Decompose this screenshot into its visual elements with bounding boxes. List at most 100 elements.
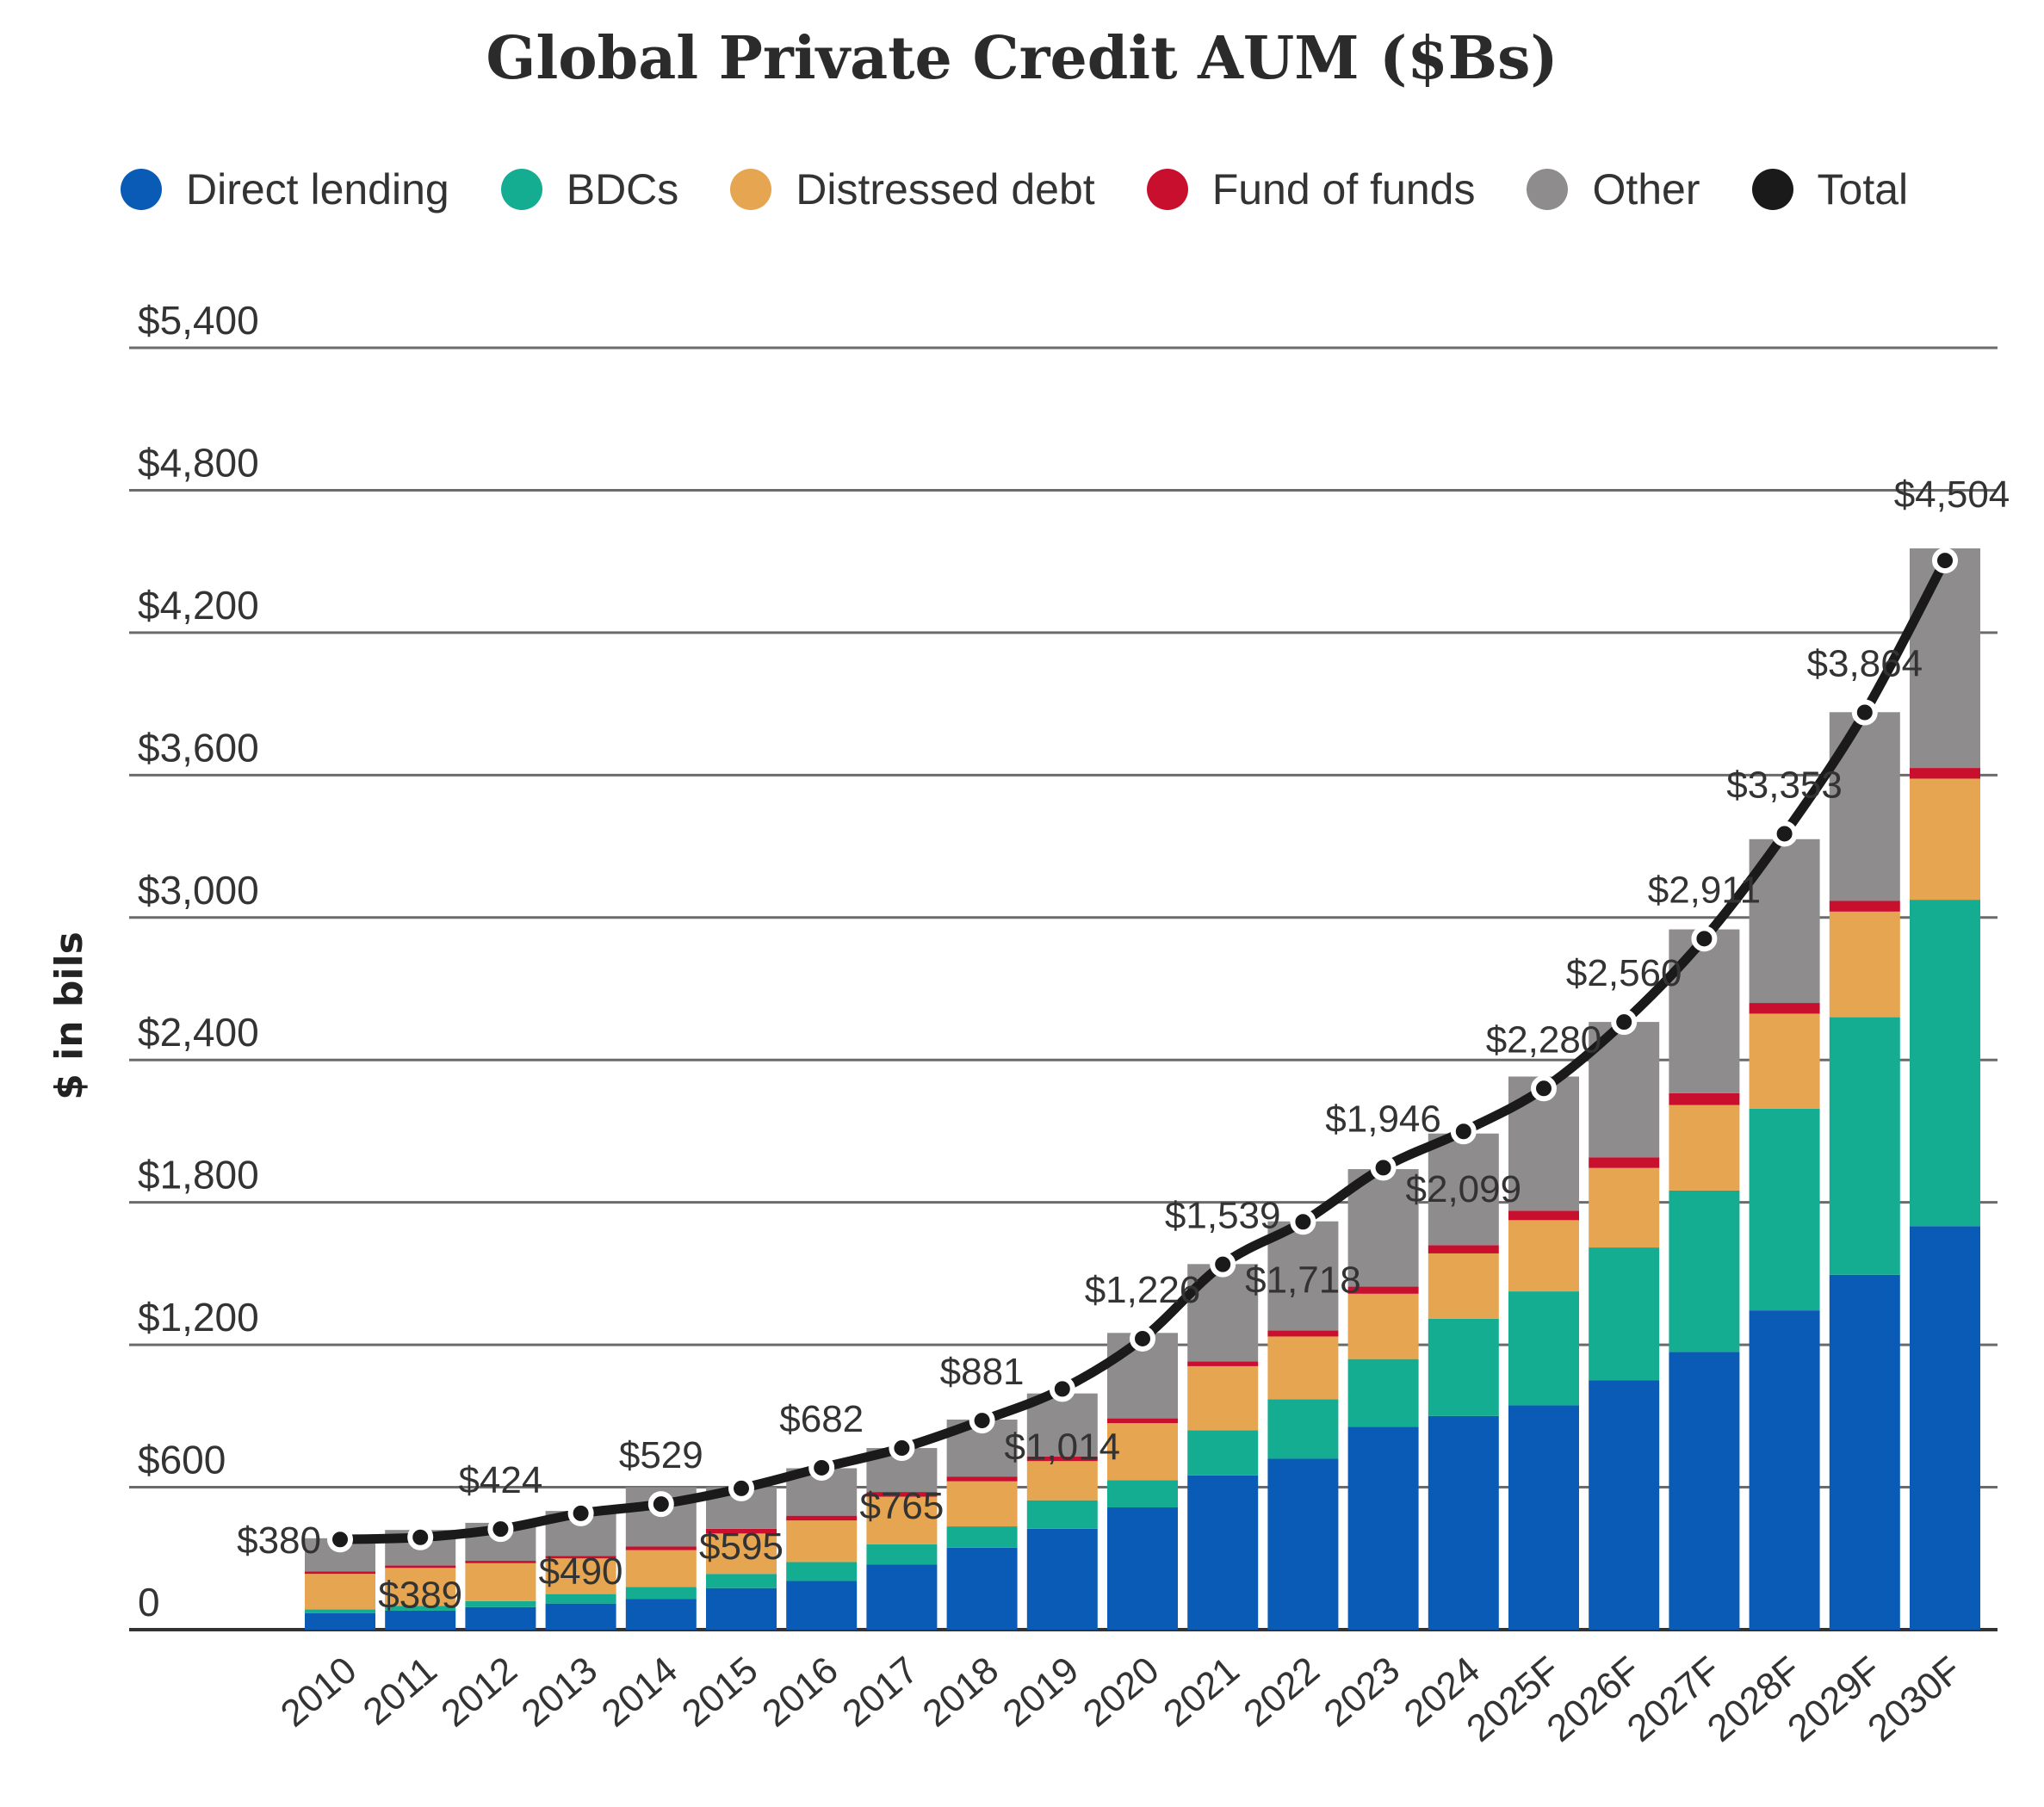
bar-fund-of-funds-2023[interactable] <box>1347 1286 1419 1294</box>
bar-fund-of-funds-2021[interactable] <box>1187 1361 1259 1366</box>
bar-bdcs-2015[interactable] <box>706 1574 777 1588</box>
bar-fund-of-funds-2022[interactable] <box>1267 1330 1339 1337</box>
bar-direct-lending-2016[interactable] <box>786 1581 858 1630</box>
bar-fund-of-funds-2011[interactable] <box>385 1565 456 1569</box>
bar-bdcs-2016[interactable] <box>786 1562 858 1581</box>
bar-bdcs-2011[interactable] <box>385 1606 456 1611</box>
bar-fund-of-funds-2030f[interactable] <box>1910 768 1980 779</box>
bar-fund-of-funds-2018[interactable] <box>946 1476 1018 1482</box>
bar-bdcs-2023[interactable] <box>1347 1358 1419 1427</box>
bar-bdcs-2014[interactable] <box>625 1587 697 1600</box>
bar-bdcs-2018[interactable] <box>946 1526 1018 1548</box>
bar-distressed-debt-2017[interactable] <box>866 1496 938 1544</box>
bar-direct-lending-2014[interactable] <box>625 1599 697 1630</box>
total-point-2011[interactable] <box>407 1524 434 1550</box>
bar-bdcs-2027f[interactable] <box>1669 1190 1740 1352</box>
bar-bdcs-2029f[interactable] <box>1829 1017 1900 1275</box>
bar-distressed-debt-2020[interactable] <box>1107 1423 1178 1481</box>
bar-direct-lending-2019[interactable] <box>1026 1528 1098 1630</box>
bar-distressed-debt-2010[interactable] <box>305 1574 375 1610</box>
bar-distressed-debt-2018[interactable] <box>946 1481 1018 1527</box>
total-point-2012[interactable] <box>487 1516 514 1543</box>
bar-distressed-debt-2030f[interactable] <box>1910 778 1980 900</box>
bar-fund-of-funds-2016[interactable] <box>786 1515 858 1521</box>
bar-fund-of-funds-2010[interactable] <box>305 1571 375 1575</box>
total-point-2029f[interactable] <box>1851 699 1878 726</box>
bar-direct-lending-2013[interactable] <box>545 1603 616 1630</box>
bar-other-2024[interactable] <box>1428 1133 1499 1246</box>
bar-direct-lending-2023[interactable] <box>1347 1426 1419 1630</box>
bar-distressed-debt-2024[interactable] <box>1428 1253 1499 1319</box>
bar-bdcs-2019[interactable] <box>1026 1500 1098 1529</box>
bar-other-2022[interactable] <box>1267 1221 1339 1331</box>
legend-item-other[interactable]: Other <box>1527 164 1700 214</box>
total-point-2021[interactable] <box>1210 1251 1236 1278</box>
total-point-2025f[interactable] <box>1531 1075 1557 1102</box>
bar-distressed-debt-2021[interactable] <box>1187 1365 1259 1431</box>
total-point-2030f[interactable] <box>1932 548 1958 574</box>
bar-other-2029f[interactable] <box>1829 712 1900 901</box>
bar-direct-lending-2010[interactable] <box>305 1612 375 1630</box>
legend-item-total[interactable]: Total <box>1751 164 1908 214</box>
bar-other-2027f[interactable] <box>1669 929 1740 1093</box>
bar-fund-of-funds-2019[interactable] <box>1026 1456 1098 1462</box>
total-point-2015[interactable] <box>728 1475 754 1501</box>
bar-distressed-debt-2025f[interactable] <box>1508 1220 1579 1292</box>
total-point-2028f[interactable] <box>1771 820 1798 847</box>
bar-bdcs-2017[interactable] <box>866 1544 938 1565</box>
bar-bdcs-2013[interactable] <box>545 1594 616 1604</box>
bar-direct-lending-2018[interactable] <box>946 1547 1018 1630</box>
bar-distressed-debt-2029f[interactable] <box>1829 911 1900 1018</box>
total-point-2020[interactable] <box>1130 1325 1155 1352</box>
bar-bdcs-2026f[interactable] <box>1589 1247 1660 1381</box>
bar-fund-of-funds-2028f[interactable] <box>1749 1003 1820 1014</box>
bar-direct-lending-2011[interactable] <box>385 1610 456 1630</box>
bar-fund-of-funds-2012[interactable] <box>465 1561 536 1563</box>
bar-direct-lending-2022[interactable] <box>1267 1458 1339 1630</box>
total-point-2026f[interactable] <box>1611 1009 1638 1036</box>
bar-direct-lending-2026f[interactable] <box>1589 1380 1660 1630</box>
bar-bdcs-2025f[interactable] <box>1508 1291 1579 1406</box>
bar-distressed-debt-2012[interactable] <box>465 1563 536 1601</box>
bar-distressed-debt-2015[interactable] <box>706 1533 777 1575</box>
bar-bdcs-2020[interactable] <box>1107 1480 1178 1507</box>
bar-bdcs-2030f[interactable] <box>1910 900 1980 1227</box>
bar-direct-lending-2012[interactable] <box>465 1606 536 1630</box>
bar-bdcs-2028f[interactable] <box>1749 1108 1820 1311</box>
bar-direct-lending-2021[interactable] <box>1187 1475 1259 1630</box>
bar-distressed-debt-2028f[interactable] <box>1749 1013 1820 1109</box>
total-point-2013[interactable] <box>567 1500 594 1526</box>
bar-distressed-debt-2014[interactable] <box>625 1550 697 1587</box>
bar-fund-of-funds-2020[interactable] <box>1107 1418 1178 1424</box>
bar-direct-lending-2020[interactable] <box>1107 1507 1178 1630</box>
bar-fund-of-funds-2025f[interactable] <box>1508 1210 1579 1221</box>
bar-fund-of-funds-2024[interactable] <box>1428 1245 1499 1253</box>
bar-fund-of-funds-2029f[interactable] <box>1829 900 1900 912</box>
bar-fund-of-funds-2017[interactable] <box>866 1492 938 1497</box>
bar-distressed-debt-2027f[interactable] <box>1669 1105 1740 1191</box>
total-point-2019[interactable] <box>1049 1376 1075 1402</box>
bar-fund-of-funds-2026f[interactable] <box>1589 1157 1660 1168</box>
bar-direct-lending-2017[interactable] <box>866 1564 938 1630</box>
bar-distressed-debt-2026f[interactable] <box>1589 1167 1660 1248</box>
bar-other-2030f[interactable] <box>1910 548 1980 769</box>
total-point-2024[interactable] <box>1450 1118 1477 1145</box>
bar-fund-of-funds-2014[interactable] <box>625 1546 697 1550</box>
total-point-2016[interactable] <box>808 1454 835 1481</box>
legend-item-fund-of-funds[interactable]: Fund of funds <box>1146 164 1475 214</box>
bar-direct-lending-2030f[interactable] <box>1910 1226 1980 1630</box>
bar-bdcs-2021[interactable] <box>1187 1430 1259 1476</box>
bar-bdcs-2010[interactable] <box>305 1609 375 1613</box>
bar-direct-lending-2015[interactable] <box>706 1587 777 1630</box>
bar-distressed-debt-2023[interactable] <box>1347 1293 1419 1359</box>
legend-item-distressed-debt[interactable]: Distressed debt <box>730 164 1095 214</box>
bar-direct-lending-2024[interactable] <box>1428 1415 1499 1630</box>
total-point-2018[interactable] <box>969 1408 995 1434</box>
bar-direct-lending-2028f[interactable] <box>1749 1310 1820 1630</box>
bar-fund-of-funds-2027f[interactable] <box>1669 1092 1740 1105</box>
bar-bdcs-2024[interactable] <box>1428 1318 1499 1416</box>
legend-item-bdcs[interactable]: BDCs <box>500 164 678 214</box>
bar-distressed-debt-2019[interactable] <box>1026 1461 1098 1501</box>
total-point-2023[interactable] <box>1370 1154 1397 1181</box>
bar-distressed-debt-2013[interactable] <box>545 1558 616 1594</box>
